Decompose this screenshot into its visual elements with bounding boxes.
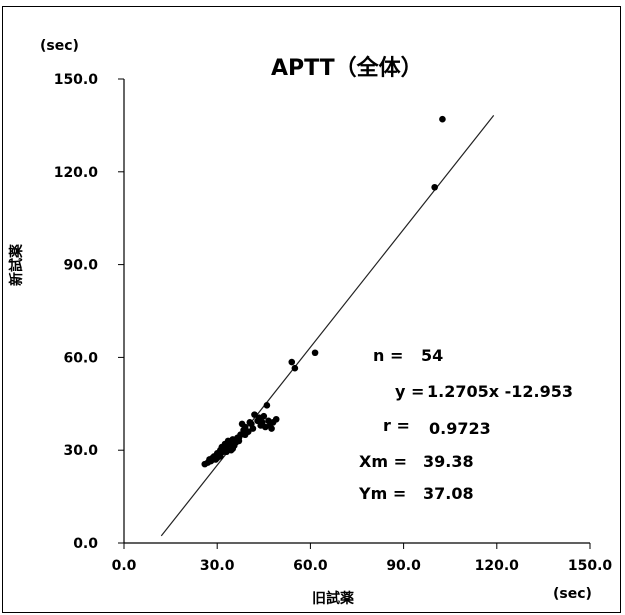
y-ticks: 0.0 30.0 60.0 90.0 120.0 150.0 bbox=[54, 72, 124, 552]
x-tick-label: 60.0 bbox=[293, 558, 328, 574]
stat-n-value: 54 bbox=[421, 346, 443, 365]
data-point bbox=[223, 448, 230, 456]
y-axis-unit: (sec) bbox=[40, 38, 79, 54]
stat-xm-value: 39.38 bbox=[423, 452, 474, 471]
stat-r-value: 0.9723 bbox=[429, 419, 491, 438]
y-tick-label: 150.0 bbox=[54, 72, 99, 88]
stat-n-label: n = bbox=[373, 346, 403, 365]
data-point bbox=[268, 425, 275, 432]
data-point bbox=[431, 183, 438, 191]
x-tick-label: 120.0 bbox=[475, 558, 520, 574]
y-axis-label: 新試薬 bbox=[8, 244, 25, 286]
x-axis-label: 旧試薬 bbox=[312, 590, 354, 607]
data-point bbox=[241, 431, 249, 439]
stat-r-label: r = bbox=[383, 416, 410, 435]
data-point bbox=[251, 411, 258, 418]
regression-line bbox=[160, 115, 495, 537]
y-tick-label: 90.0 bbox=[63, 258, 98, 274]
data-point bbox=[288, 358, 296, 366]
x-tick-label: 150.0 bbox=[568, 558, 613, 574]
y-tick-label: 30.0 bbox=[63, 443, 98, 459]
x-ticks: 0.0 30.0 60.0 90.0 120.0 150.0 bbox=[112, 543, 613, 574]
scatter-chart: APTT（全体） (sec) (sec) 旧試薬 新試薬 0.0 30.0 60.0… bbox=[8, 38, 613, 607]
stat-eq-value: 1.2705x -12.953 bbox=[427, 382, 573, 401]
data-point bbox=[258, 419, 266, 426]
stat-ym-label: Ym = bbox=[358, 484, 406, 503]
data-point bbox=[439, 115, 446, 123]
x-tick-label: 0.0 bbox=[112, 558, 137, 574]
stat-ym-value: 37.08 bbox=[423, 484, 474, 503]
x-tick-label: 90.0 bbox=[386, 558, 421, 574]
data-point bbox=[241, 423, 249, 431]
data-point bbox=[311, 349, 319, 357]
data-point bbox=[229, 445, 237, 452]
chart-frame: APTT（全体） (sec) (sec) 旧試薬 新試薬 0.0 30.0 60.0… bbox=[2, 6, 621, 613]
axes bbox=[123, 79, 590, 544]
data-point bbox=[263, 402, 271, 409]
data-points bbox=[201, 115, 446, 468]
stat-eq-label: y = bbox=[395, 382, 424, 401]
stat-xm-label: Xm = bbox=[359, 452, 407, 471]
data-point bbox=[272, 415, 280, 423]
chart-title: APTT（全体） bbox=[271, 55, 423, 81]
data-point bbox=[235, 434, 243, 442]
y-tick-label: 60.0 bbox=[63, 350, 98, 366]
stats-box: n = 54 y = 1.2705x -12.953 r = 0.9723 Xm… bbox=[358, 346, 573, 503]
regression-line-path bbox=[160, 115, 495, 537]
x-tick-label: 30.0 bbox=[200, 558, 235, 574]
data-point bbox=[291, 364, 299, 372]
y-tick-label: 0.0 bbox=[73, 536, 98, 552]
y-tick-label: 120.0 bbox=[54, 165, 99, 181]
data-point bbox=[246, 419, 254, 426]
data-point bbox=[217, 453, 224, 460]
data-point bbox=[260, 412, 268, 420]
data-point bbox=[249, 425, 257, 432]
x-axis-unit: (sec) bbox=[553, 586, 592, 602]
